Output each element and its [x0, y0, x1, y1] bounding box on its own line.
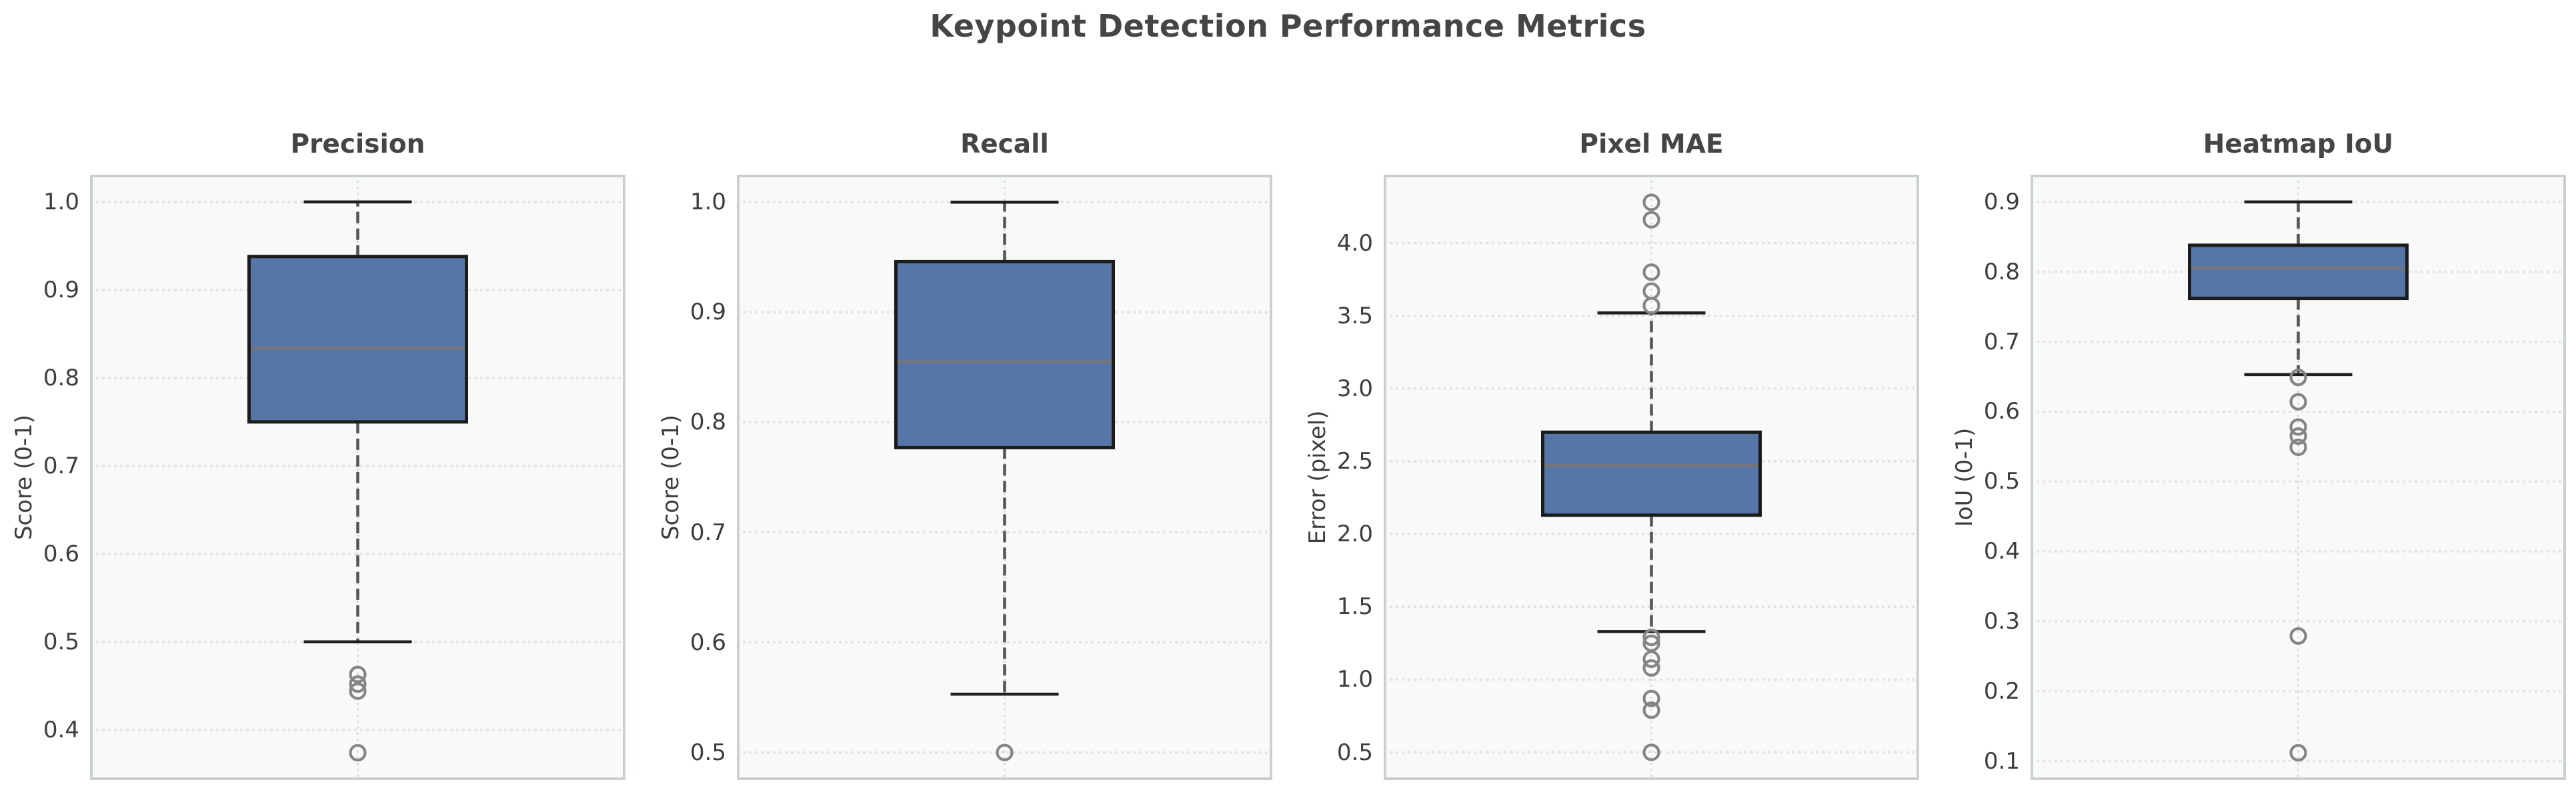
outlier-point: [1642, 659, 1660, 677]
y-tick-label: 1.0: [690, 189, 726, 216]
y-tick-label: 0.7: [1983, 328, 2020, 355]
y-tick-label: 0.5: [1336, 739, 1373, 766]
plot-area-precision: [90, 175, 625, 780]
outlier-point: [1642, 263, 1660, 281]
subplot-title: Precision: [290, 129, 425, 159]
outlier-point: [1642, 628, 1660, 647]
outlier-point: [1642, 689, 1660, 707]
y-tick-label: 0.9: [690, 299, 726, 326]
y-tick-label: 2.5: [1336, 447, 1373, 475]
outlier-point: [1642, 193, 1660, 211]
plot-area-recall: [737, 175, 1272, 780]
outlier-point: [349, 675, 367, 693]
y-tick-label: 0.9: [43, 276, 79, 303]
y-tick-label: 0.8: [690, 409, 726, 436]
axes-spine: [90, 175, 625, 780]
iqr-box: [894, 259, 1115, 449]
outlier-point: [2289, 427, 2307, 445]
y-tick-label: 0.4: [43, 716, 79, 743]
y-tick-label: 0.9: [1983, 188, 2020, 215]
outlier-point: [2289, 438, 2307, 457]
iqr-box: [247, 255, 468, 424]
y-tick-label: 0.5: [690, 739, 726, 766]
y-tick-label: 0.2: [1983, 677, 2020, 705]
y-tick-label: 0.8: [43, 364, 79, 391]
y-tick-label: 0.6: [690, 629, 726, 656]
plot-area-pixel-mae: [1384, 175, 1919, 780]
y-tick-label: 0.5: [43, 628, 79, 655]
subplot-title: Pixel MAE: [1579, 129, 1724, 159]
y-tick-label: 0.5: [1983, 468, 2020, 495]
outlier-point: [1642, 650, 1660, 668]
iqr-box: [1541, 430, 1762, 517]
y-tick-label: 0.3: [1983, 607, 2020, 635]
y-tick-label: 3.5: [1336, 302, 1373, 329]
iqr-box: [2188, 243, 2409, 301]
outlier-point: [349, 682, 367, 700]
outlier-point: [2289, 393, 2307, 411]
outlier-point: [349, 743, 367, 762]
y-tick-label: 1.0: [43, 188, 79, 215]
y-tick-label: 0.1: [1983, 747, 2020, 775]
outlier-point: [2289, 744, 2307, 762]
y-tick-label: 4.0: [1336, 229, 1373, 257]
chart-title: Keypoint Detection Performance Metrics: [930, 8, 1646, 44]
outlier-point: [2289, 418, 2307, 436]
y-tick-label: 1.0: [1336, 666, 1373, 693]
y-tick-label: 0.8: [1983, 258, 2020, 285]
y-tick-label: 0.6: [1983, 398, 2020, 425]
outlier-point: [1642, 743, 1660, 761]
outlier-point: [996, 743, 1014, 761]
y-tick-label: 3.0: [1336, 375, 1373, 402]
subplot-title: Heatmap IoU: [2203, 129, 2394, 159]
subplot-title: Recall: [960, 129, 1049, 159]
y-tick-label: 0.4: [1983, 538, 2020, 565]
y-tick-label: 1.5: [1336, 593, 1373, 621]
outlier-point: [1642, 211, 1660, 229]
outlier-point: [1642, 297, 1660, 315]
y-axis-label: Score (0-1): [11, 414, 37, 541]
outlier-point: [1642, 701, 1660, 719]
outlier-point: [2289, 368, 2307, 387]
axes-spine: [2031, 175, 2566, 780]
y-tick-label: 0.6: [43, 540, 79, 567]
axes-spine: [1384, 175, 1919, 780]
outlier-point: [349, 665, 367, 683]
axes-spine: [737, 175, 1272, 780]
y-tick-label: 0.7: [690, 519, 726, 546]
outlier-point: [2289, 627, 2307, 645]
y-tick-label: 0.7: [43, 452, 79, 479]
y-tick-label: 2.0: [1336, 521, 1373, 548]
plot-area-heatmap-iou: [2031, 175, 2566, 780]
